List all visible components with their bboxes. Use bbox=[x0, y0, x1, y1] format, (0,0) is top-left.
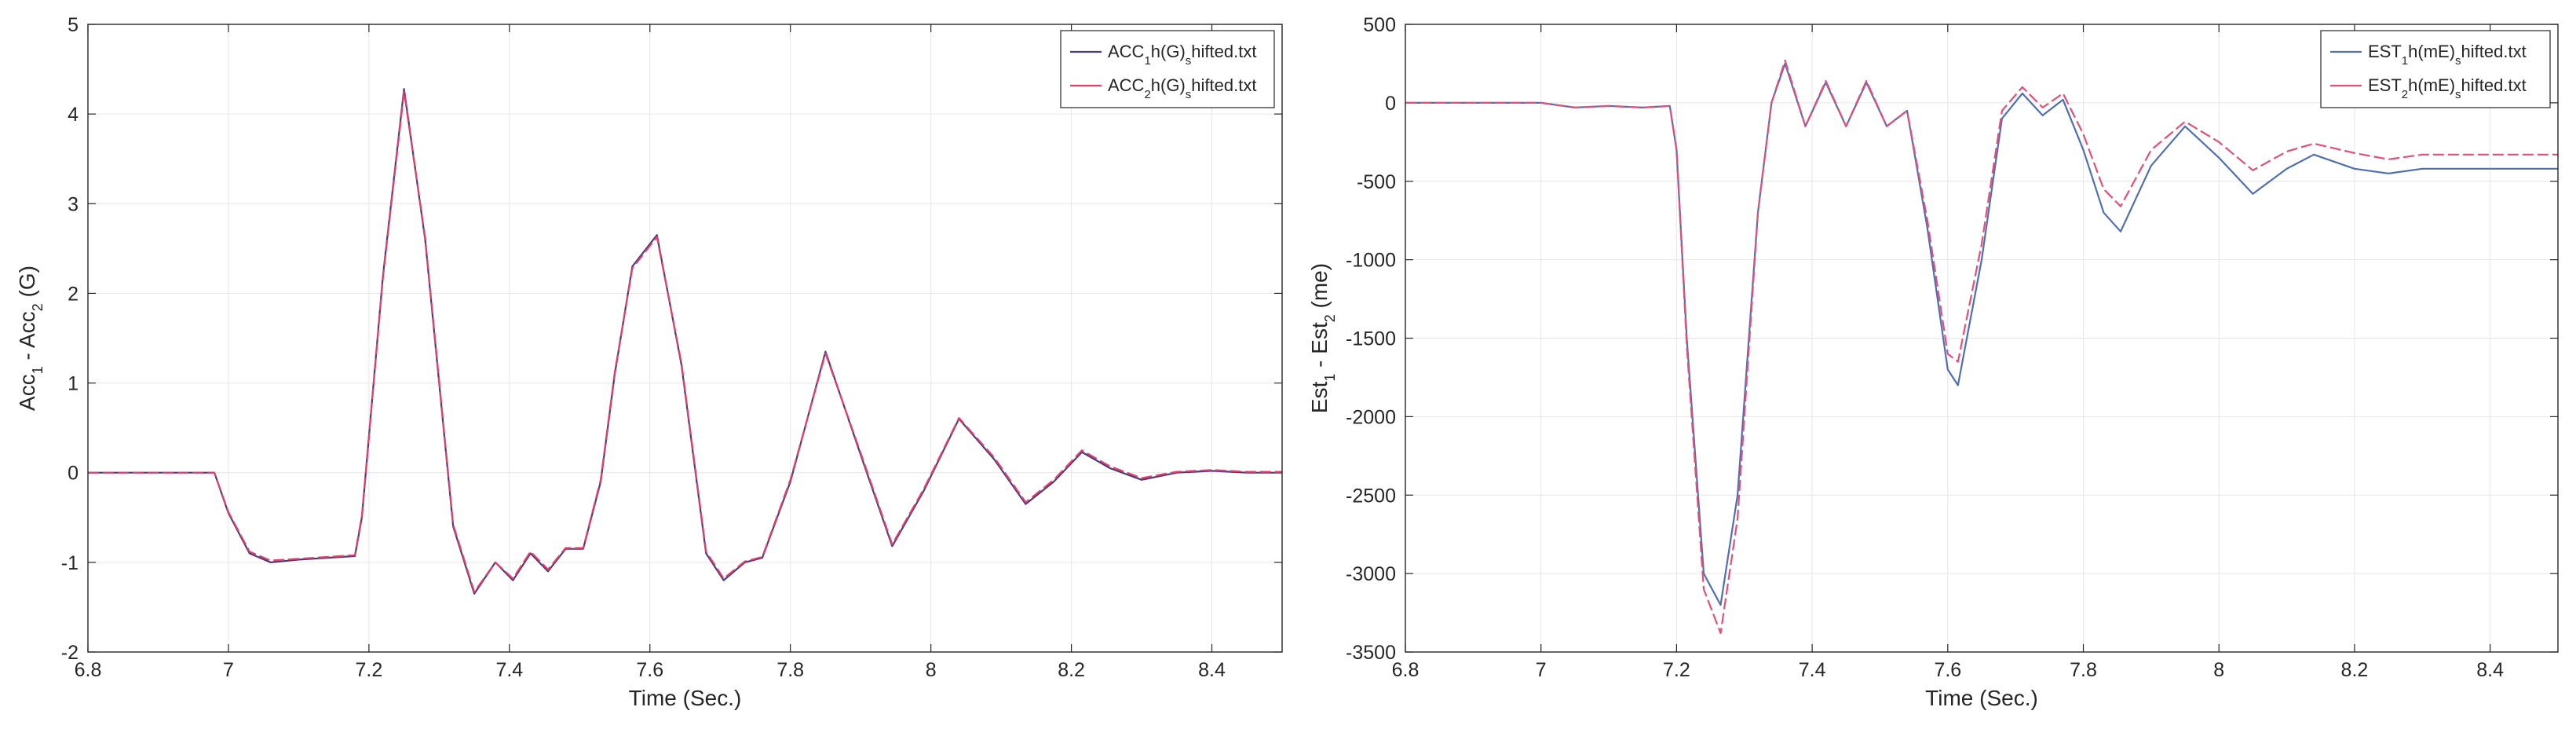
y-axis-label-part: 1 bbox=[30, 366, 46, 374]
x-tick-label: 6.8 bbox=[1392, 659, 1420, 681]
y-tick-label: -3000 bbox=[1346, 563, 1396, 585]
y-tick-label: -1500 bbox=[1346, 328, 1396, 350]
x-tick-label: 8 bbox=[2213, 659, 2224, 681]
legend-label-part: h(mE) bbox=[2408, 42, 2455, 61]
legend-label-part: EST bbox=[2368, 75, 2402, 95]
y-axis-label-part: 1 bbox=[1322, 374, 1338, 382]
legend-label-part: hifted.txt bbox=[2461, 42, 2527, 61]
plot-area bbox=[88, 24, 1282, 652]
legend-label-part: s bbox=[1186, 88, 1192, 101]
y-tick-label: 4 bbox=[68, 104, 79, 126]
legend-label-2: EST2h(mE)shifted.txt bbox=[2368, 75, 2527, 101]
legend-box bbox=[1060, 30, 1275, 108]
y-tick-label: -3500 bbox=[1346, 642, 1396, 664]
y-tick-label: -500 bbox=[1357, 171, 1396, 193]
legend-label-part: s bbox=[1186, 54, 1192, 68]
y-tick-label: -1 bbox=[61, 552, 79, 574]
plot-frame bbox=[87, 24, 1283, 653]
y-tick-label: 0 bbox=[1385, 93, 1396, 115]
y-axis-label: Est1 - Est2 (me) bbox=[1307, 263, 1338, 413]
legend-label-part: 2 bbox=[1144, 88, 1150, 101]
legend-label-1: EST1h(mE)shifted.txt bbox=[2368, 42, 2527, 68]
y-tick-label: 0 bbox=[68, 463, 79, 485]
legend-label-part: hifted.txt bbox=[1191, 42, 1256, 61]
x-tick-label: 7.4 bbox=[1799, 659, 1826, 681]
acceleration-chart: 6.8 7 7.2 7.4 7.6 7.8 8 8.2 8.4 -2 -1 0 1 2 3 4 5 Time (S… bbox=[15, 14, 1283, 710]
y-axis-label-part: - Acc bbox=[15, 311, 39, 366]
legend-label-2: ACC2h(G)shifted.txt bbox=[1108, 75, 1256, 101]
series-line-2 bbox=[88, 90, 1282, 593]
y-tick-label: 5 bbox=[68, 14, 79, 36]
legend-box bbox=[2320, 30, 2551, 108]
y-axis-label-part: Acc bbox=[15, 374, 39, 411]
plot-frame bbox=[1405, 24, 2559, 653]
legend-label-part: EST bbox=[2368, 42, 2402, 61]
x-tick-label: 8.4 bbox=[2476, 659, 2504, 681]
x-tick-label: 8.2 bbox=[2341, 659, 2369, 681]
y-tick-label: 1 bbox=[68, 373, 79, 395]
legend-label-1: ACC1h(G)shifted.txt bbox=[1108, 42, 1256, 68]
legend-label-part: 1 bbox=[2402, 54, 2408, 68]
x-tick-label: 7.2 bbox=[1663, 659, 1690, 681]
y-tick-label: -2000 bbox=[1346, 406, 1396, 428]
y-axis-label: Acc1 - Acc2 (G) bbox=[15, 266, 46, 411]
legend-label-part: h(G) bbox=[1151, 75, 1186, 95]
legend-label-part: 2 bbox=[2402, 88, 2408, 101]
legend-label-part: h(mE) bbox=[2408, 75, 2455, 95]
x-tick-label: 7 bbox=[1536, 659, 1547, 681]
x-tick-label: 8.2 bbox=[1058, 659, 1085, 681]
x-tick-label: 7 bbox=[223, 659, 234, 681]
y-axis-label-part: Est bbox=[1307, 381, 1332, 413]
y-tick-label: 500 bbox=[1363, 14, 1396, 36]
y-tick-label: -2 bbox=[61, 642, 79, 664]
y-tick-label: 2 bbox=[68, 283, 79, 305]
x-axis-label: Time (Sec.) bbox=[1925, 686, 2038, 710]
legend-label-part: h(G) bbox=[1151, 42, 1186, 61]
y-axis-label-part: (me) bbox=[1307, 263, 1332, 314]
x-tick-label: 7.6 bbox=[636, 659, 663, 681]
legend-label-part: s bbox=[2455, 88, 2461, 101]
legend-label-part: hifted.txt bbox=[1191, 75, 1256, 95]
x-tick-label: 8.4 bbox=[1198, 659, 1226, 681]
x-tick-label: 7.8 bbox=[776, 659, 804, 681]
x-tick-label: 7.4 bbox=[495, 659, 523, 681]
y-axis-label-part: (G) bbox=[15, 266, 39, 303]
legend-label-part: 1 bbox=[1144, 54, 1150, 68]
y-axis-label-part: - Est bbox=[1307, 322, 1332, 374]
x-tick-label: 6.8 bbox=[75, 659, 102, 681]
y-axis-label-part: 2 bbox=[30, 303, 46, 311]
legend-label-part: s bbox=[2455, 54, 2461, 68]
x-axis-label: Time (Sec.) bbox=[629, 686, 742, 710]
x-tick-label: 7.6 bbox=[1934, 659, 1961, 681]
y-axis-label-part: 2 bbox=[1322, 314, 1338, 322]
x-tick-label: 8 bbox=[926, 659, 937, 681]
x-tick-label: 7.2 bbox=[355, 659, 382, 681]
x-tick-label: 7.8 bbox=[2070, 659, 2097, 681]
strain-chart: 6.8 7 7.2 7.4 7.6 7.8 8 8.2 8.4 -3500 -3000 -2500 -2… bbox=[1307, 14, 2559, 710]
legend-label-part: ACC bbox=[1108, 75, 1145, 95]
y-tick-label: -1000 bbox=[1346, 250, 1396, 272]
series-line-2 bbox=[1405, 59, 2558, 635]
y-tick-label: -2500 bbox=[1346, 485, 1396, 507]
legend-label-part: hifted.txt bbox=[2461, 75, 2527, 95]
legend-label-part: ACC bbox=[1108, 42, 1145, 61]
y-tick-label: 3 bbox=[68, 193, 79, 215]
